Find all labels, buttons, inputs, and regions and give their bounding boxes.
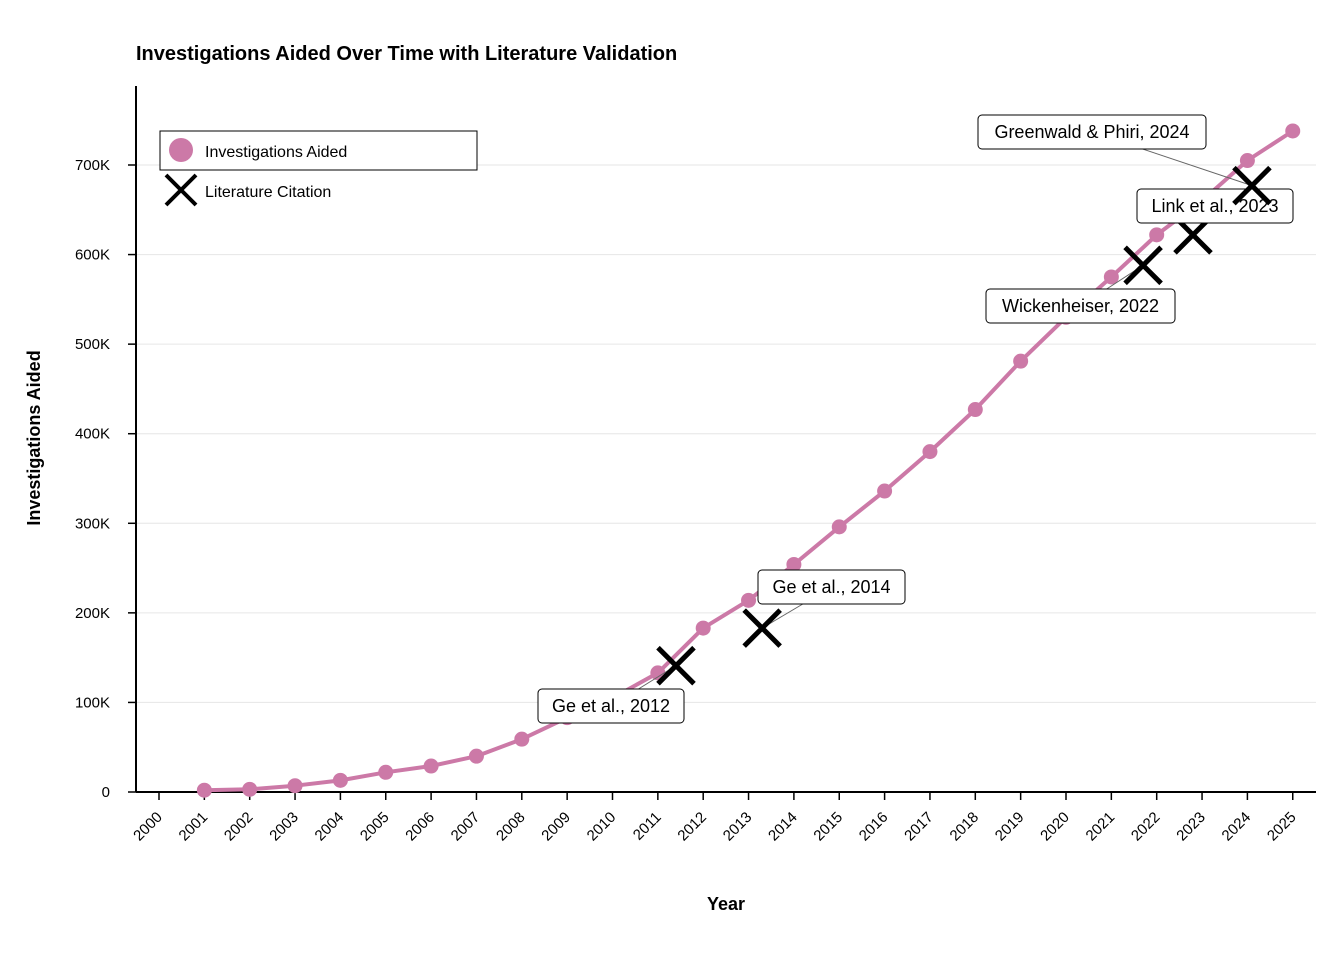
annotation-label: Link et al., 2023 — [1151, 196, 1278, 216]
x-tick-label: 2025 — [1264, 809, 1300, 845]
data-point — [242, 781, 258, 797]
x-tick-label: 2013 — [720, 809, 756, 845]
x-tick-label: 2016 — [856, 809, 892, 845]
data-point — [1013, 353, 1029, 369]
x-tick-label: 2009 — [538, 809, 574, 845]
x-tick-label: 2007 — [448, 809, 484, 845]
data-point — [877, 483, 893, 499]
x-tick-label: 2018 — [947, 809, 983, 845]
x-tick-label: 2011 — [630, 809, 665, 844]
x-tick-label: 2010 — [584, 809, 620, 845]
data-point — [1103, 269, 1119, 285]
citation-marker — [742, 608, 782, 648]
x-tick-label: 2017 — [901, 809, 937, 845]
x-tick-label: 2022 — [1128, 809, 1164, 845]
legend-box — [159, 130, 478, 171]
annotation-label: Ge et al., 2014 — [772, 577, 890, 597]
data-point — [468, 748, 484, 764]
x-tick-label: 2005 — [357, 809, 393, 845]
annotation-label: Wickenheiser, 2022 — [1002, 296, 1159, 316]
legend: Investigations Aided Literature Citation — [159, 130, 478, 207]
chart-title: Investigations Aided Over Time with Lite… — [136, 43, 677, 65]
data-point — [196, 782, 212, 798]
annotation-leader — [1142, 148, 1253, 187]
annotation-label: Greenwald & Phiri, 2024 — [994, 122, 1189, 142]
x-tick-label: 2019 — [992, 809, 1028, 845]
y-axis-label: Investigations Aided — [24, 350, 44, 525]
x-tick-label: 2003 — [266, 809, 302, 845]
y-tick-label: 0 — [102, 784, 110, 801]
annotation-box — [1136, 188, 1294, 224]
citation-marker — [656, 645, 696, 686]
legend-x-icon — [164, 173, 198, 207]
data-point — [831, 519, 847, 535]
x-tick-label: 2004 — [312, 809, 348, 845]
x-tick-label: 2020 — [1037, 809, 1073, 845]
grid — [136, 164, 1316, 703]
data-point — [423, 758, 439, 774]
y-tick-label: 500K — [75, 336, 110, 353]
data-point — [741, 592, 757, 608]
x-tick-label: 2008 — [493, 809, 529, 845]
x-tick-label: 2024 — [1219, 809, 1255, 845]
annotation-box — [757, 569, 906, 605]
annotation-label: Ge et al., 2012 — [552, 696, 670, 716]
x-tick-label: 2021 — [1083, 809, 1119, 845]
data-point — [332, 772, 348, 788]
citation-marker — [1232, 165, 1272, 206]
data-point — [1149, 227, 1165, 243]
y-tick-label: 600K — [75, 247, 110, 264]
x-tick-label: 2012 — [674, 809, 710, 845]
x-tick-label: 2000 — [130, 809, 166, 845]
legend-label-investigations: Investigations Aided — [205, 144, 347, 161]
annotation-box — [977, 114, 1207, 150]
x-axis-label: Year — [707, 894, 745, 914]
x-tick-label: 2015 — [810, 809, 846, 845]
data-point — [786, 556, 802, 572]
data-point — [1285, 123, 1301, 139]
series — [196, 123, 1301, 798]
annotations: Ge et al., 2012 Ge et al., 2014 Wickenheis… — [537, 114, 1294, 724]
data-point — [922, 444, 938, 460]
y-tick-label: 400K — [75, 426, 110, 443]
x-tick-label: 2002 — [221, 809, 257, 845]
x-tick-label: 2001 — [176, 809, 212, 845]
y-tick-label: 100K — [75, 694, 110, 711]
citation-marker — [1123, 245, 1163, 286]
legend-circle-icon — [169, 138, 193, 162]
data-point — [967, 402, 983, 418]
series-line-investigations — [204, 129, 1294, 793]
y-tick-label: 200K — [75, 605, 110, 622]
data-point — [514, 731, 530, 747]
data-point — [378, 764, 394, 780]
annotation-box — [537, 688, 685, 724]
data-point — [695, 620, 711, 636]
x-tick-label: 2006 — [402, 809, 438, 845]
x-tick-label: 2023 — [1173, 809, 1209, 845]
annotation-box — [985, 288, 1176, 324]
data-point — [1239, 153, 1255, 169]
y-tick-label: 300K — [75, 515, 110, 532]
y-tick-label: 700K — [75, 157, 110, 174]
data-point — [287, 778, 303, 794]
legend-label-citation: Literature Citation — [205, 184, 331, 201]
x-tick-label: 2014 — [765, 809, 801, 845]
